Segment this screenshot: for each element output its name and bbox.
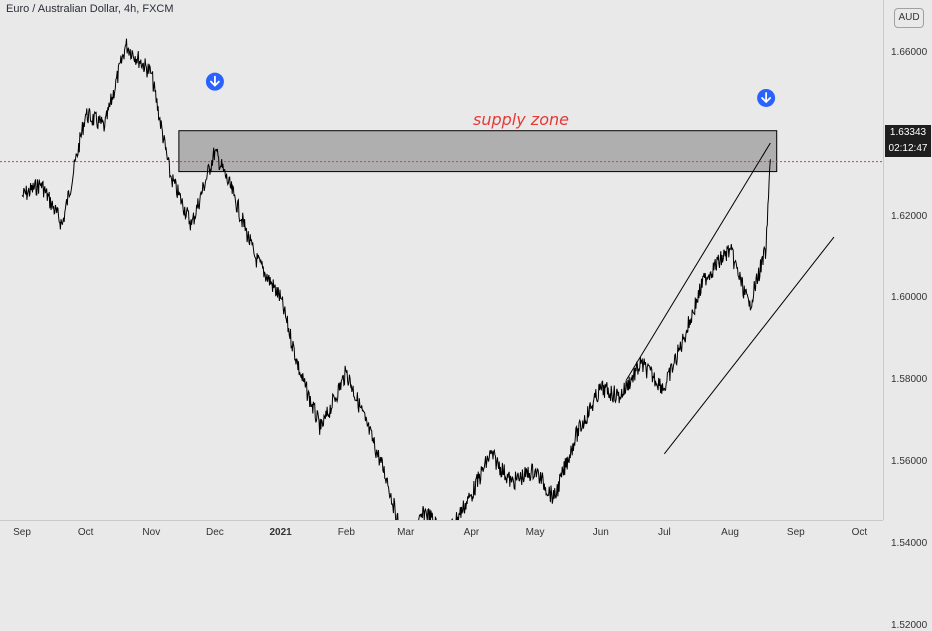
y-tick-label: 1.56000 — [891, 456, 928, 467]
x-tick-label: Feb — [337, 527, 355, 538]
down-arrow-icon[interactable] — [757, 88, 776, 107]
y-tick-label: 1.58000 — [891, 374, 928, 386]
x-tick-label: Sep — [13, 527, 31, 538]
y-tick-label: 1.66000 — [891, 47, 928, 58]
x-tick-label: Oct — [77, 527, 94, 538]
chart-title: Euro / Australian Dollar, 4h, FXCM — [6, 3, 174, 15]
down-arrow-icon[interactable] — [205, 72, 224, 91]
arrow-markers — [205, 72, 776, 107]
supply-zone-box[interactable] — [178, 130, 778, 173]
y-tick-label: 1.54000 — [891, 537, 928, 549]
x-tick-label: 2021 — [269, 527, 292, 538]
supply-zone-group — [178, 130, 778, 173]
x-tick-label: Mar — [397, 527, 415, 538]
currency-badge[interactable]: AUD — [894, 8, 924, 28]
x-tick-label: Jul — [657, 527, 671, 538]
price-axis[interactable] — [883, 0, 932, 520]
y-tick-label: 1.60000 — [891, 292, 928, 304]
x-tick-label: Oct — [851, 527, 868, 538]
x-tick-label: Aug — [721, 527, 739, 538]
x-tick-label: May — [525, 527, 545, 538]
price-chart[interactable] — [0, 0, 883, 520]
bar-countdown: 02:12:47 — [888, 143, 928, 154]
x-tick-label: Dec — [206, 527, 224, 538]
current-price-label: 1.63343 02:12:47 — [885, 125, 931, 157]
y-tick-label: 1.52000 — [891, 619, 928, 631]
current-price-value: 1.63343 — [889, 127, 927, 138]
x-tick-label: Apr — [463, 527, 480, 538]
y-tick-label: 1.62000 — [891, 210, 928, 222]
x-tick-label: Jun — [592, 527, 609, 538]
x-tick-label: Sep — [786, 527, 805, 538]
price-series-line — [21, 38, 771, 520]
channel-lines — [625, 142, 835, 455]
channel-lower-line[interactable] — [663, 236, 835, 455]
supply-zone-label: supply zone — [473, 110, 569, 129]
time-axis[interactable] — [0, 520, 883, 551]
x-tick-label: Nov — [142, 527, 161, 538]
channel-upper-line[interactable] — [625, 142, 771, 381]
